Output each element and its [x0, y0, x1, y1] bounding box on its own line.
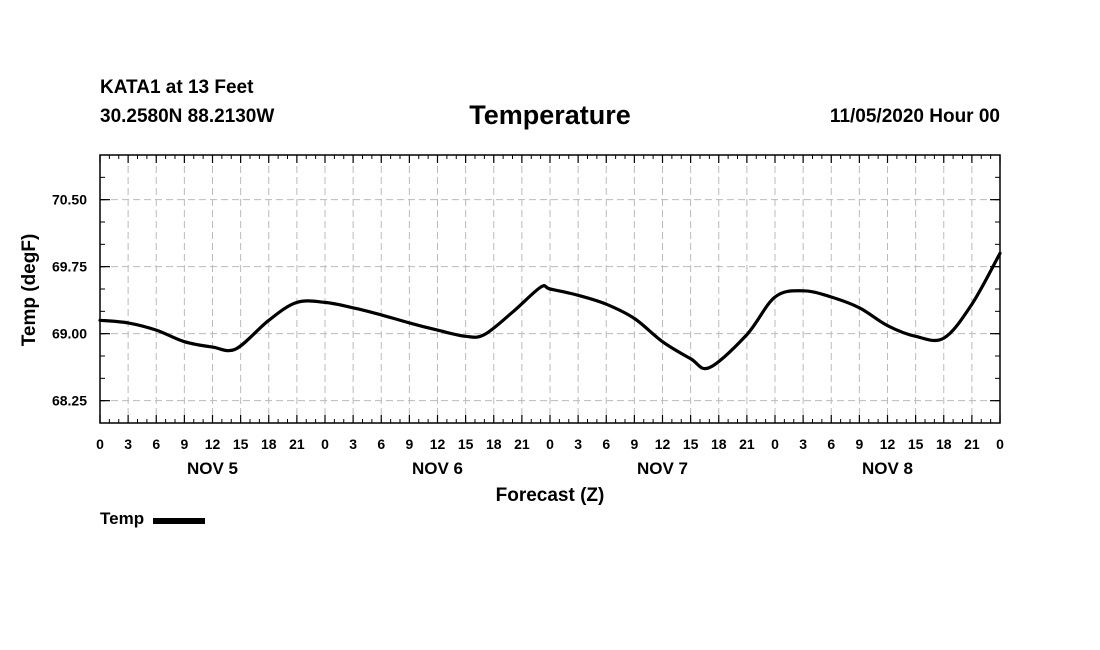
- x-tick-label: 21: [289, 436, 305, 452]
- x-tick-label: 3: [574, 436, 582, 452]
- series-layer: [98, 251, 1002, 371]
- day-label: NOV 8: [862, 459, 913, 478]
- x-tick-label: 15: [908, 436, 924, 452]
- y-tick-label: 69.75: [52, 259, 87, 275]
- legend-label: Temp: [100, 509, 145, 528]
- x-tick-label: 18: [936, 436, 952, 452]
- x-tick-label: 12: [880, 436, 896, 452]
- x-tick-label: 15: [233, 436, 249, 452]
- x-axis-label: Forecast (Z): [496, 485, 605, 506]
- temp-series-line: [98, 251, 1002, 371]
- x-tick-label: 9: [180, 436, 188, 452]
- day-label: NOV 6: [412, 459, 463, 478]
- x-tick-label: 3: [124, 436, 132, 452]
- x-tick-label: 21: [739, 436, 755, 452]
- day-label: NOV 7: [637, 459, 688, 478]
- x-tick-label: 6: [827, 436, 835, 452]
- x-tick-label: 0: [546, 436, 554, 452]
- x-tick-label: 6: [152, 436, 160, 452]
- forecast-run-time: 11/05/2020 Hour 00: [829, 106, 1000, 127]
- plot-frame: [99, 154, 1001, 424]
- x-tick-label: 15: [683, 436, 699, 452]
- x-tick-label: 6: [602, 436, 610, 452]
- y-axis-label: Temp (degF): [19, 234, 40, 347]
- x-tick-label: 15: [458, 436, 474, 452]
- y-tick-label: 69.00: [52, 326, 87, 342]
- day-label: NOV 5: [187, 459, 238, 478]
- x-tick-label: 18: [486, 436, 502, 452]
- x-tick-label: 18: [261, 436, 277, 452]
- chart-title: Temperature: [469, 100, 631, 130]
- legend-swatch: [153, 517, 206, 524]
- x-tick-label: 0: [96, 436, 104, 452]
- x-tick-label: 21: [514, 436, 530, 452]
- grid-lines: [100, 155, 1000, 423]
- x-tick-label: 9: [405, 436, 413, 452]
- x-tick-label: 21: [964, 436, 980, 452]
- y-tick-label: 68.25: [52, 393, 87, 409]
- axis-labels: 68.25 69.00 69.75 70.50 0 3 6 9 12 15 18 21 0 3 6 9 12 15…: [52, 192, 1004, 478]
- x-tick-label: 12: [430, 436, 446, 452]
- x-tick-label: 18: [711, 436, 727, 452]
- x-tick-label: 0: [996, 436, 1004, 452]
- legend: Temp: [100, 509, 206, 529]
- x-tick-label: 3: [799, 436, 807, 452]
- x-tick-label: 6: [377, 436, 385, 452]
- x-tick-label: 0: [771, 436, 779, 452]
- x-tick-label: 9: [630, 436, 638, 452]
- x-tick-label: 12: [655, 436, 671, 452]
- y-tick-label: 70.50: [52, 192, 87, 208]
- x-tick-label: 3: [349, 436, 357, 452]
- station-coordinates: 30.2580N 88.2130W: [100, 106, 275, 127]
- x-tick-label: 12: [205, 436, 221, 452]
- x-tick-label: 9: [855, 436, 863, 452]
- station-name: KATA1 at 13 Feet: [100, 77, 254, 98]
- x-tick-label: 0: [321, 436, 329, 452]
